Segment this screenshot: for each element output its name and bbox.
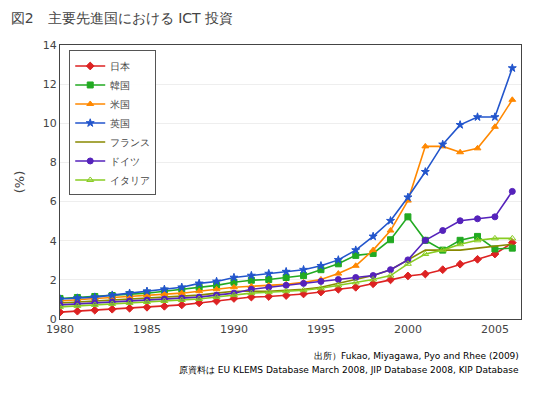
svg-text:韓国: 韓国	[110, 80, 130, 91]
svg-text:4: 4	[50, 235, 57, 248]
svg-text:2: 2	[50, 274, 57, 287]
svg-text:米国: 米国	[110, 99, 130, 110]
svg-text:2000: 2000	[394, 323, 422, 336]
svg-text:出所）Fukao, Miyagawa, Pyo and Rh: 出所）Fukao, Miyagawa, Pyo and Rhee (2009)	[314, 351, 519, 361]
svg-text:1980: 1980	[46, 323, 74, 336]
svg-text:英国: 英国	[110, 118, 130, 129]
svg-text:1995: 1995	[307, 323, 335, 336]
svg-text:1985: 1985	[133, 323, 161, 336]
svg-text:ドイツ: ドイツ	[110, 156, 140, 167]
svg-text:原資料は EU KLEMS Database March 2: 原資料は EU KLEMS Database March 2008, JIP D…	[179, 365, 519, 375]
svg-text:8: 8	[50, 156, 57, 169]
svg-text:10: 10	[43, 117, 57, 130]
svg-text:1990: 1990	[220, 323, 248, 336]
svg-text:14: 14	[43, 39, 57, 52]
svg-text:図2 主要先進国における ICT 投資: 図2 主要先進国における ICT 投資	[11, 10, 233, 26]
svg-text:6: 6	[50, 195, 57, 208]
svg-text:フランス: フランス	[110, 137, 150, 148]
svg-text:日本: 日本	[110, 61, 130, 72]
svg-text:2005: 2005	[481, 323, 509, 336]
svg-text:12: 12	[43, 78, 57, 91]
svg-text:(%): (%)	[12, 171, 27, 194]
svg-text:0: 0	[50, 313, 57, 326]
svg-text:イタリア: イタリア	[110, 175, 150, 186]
